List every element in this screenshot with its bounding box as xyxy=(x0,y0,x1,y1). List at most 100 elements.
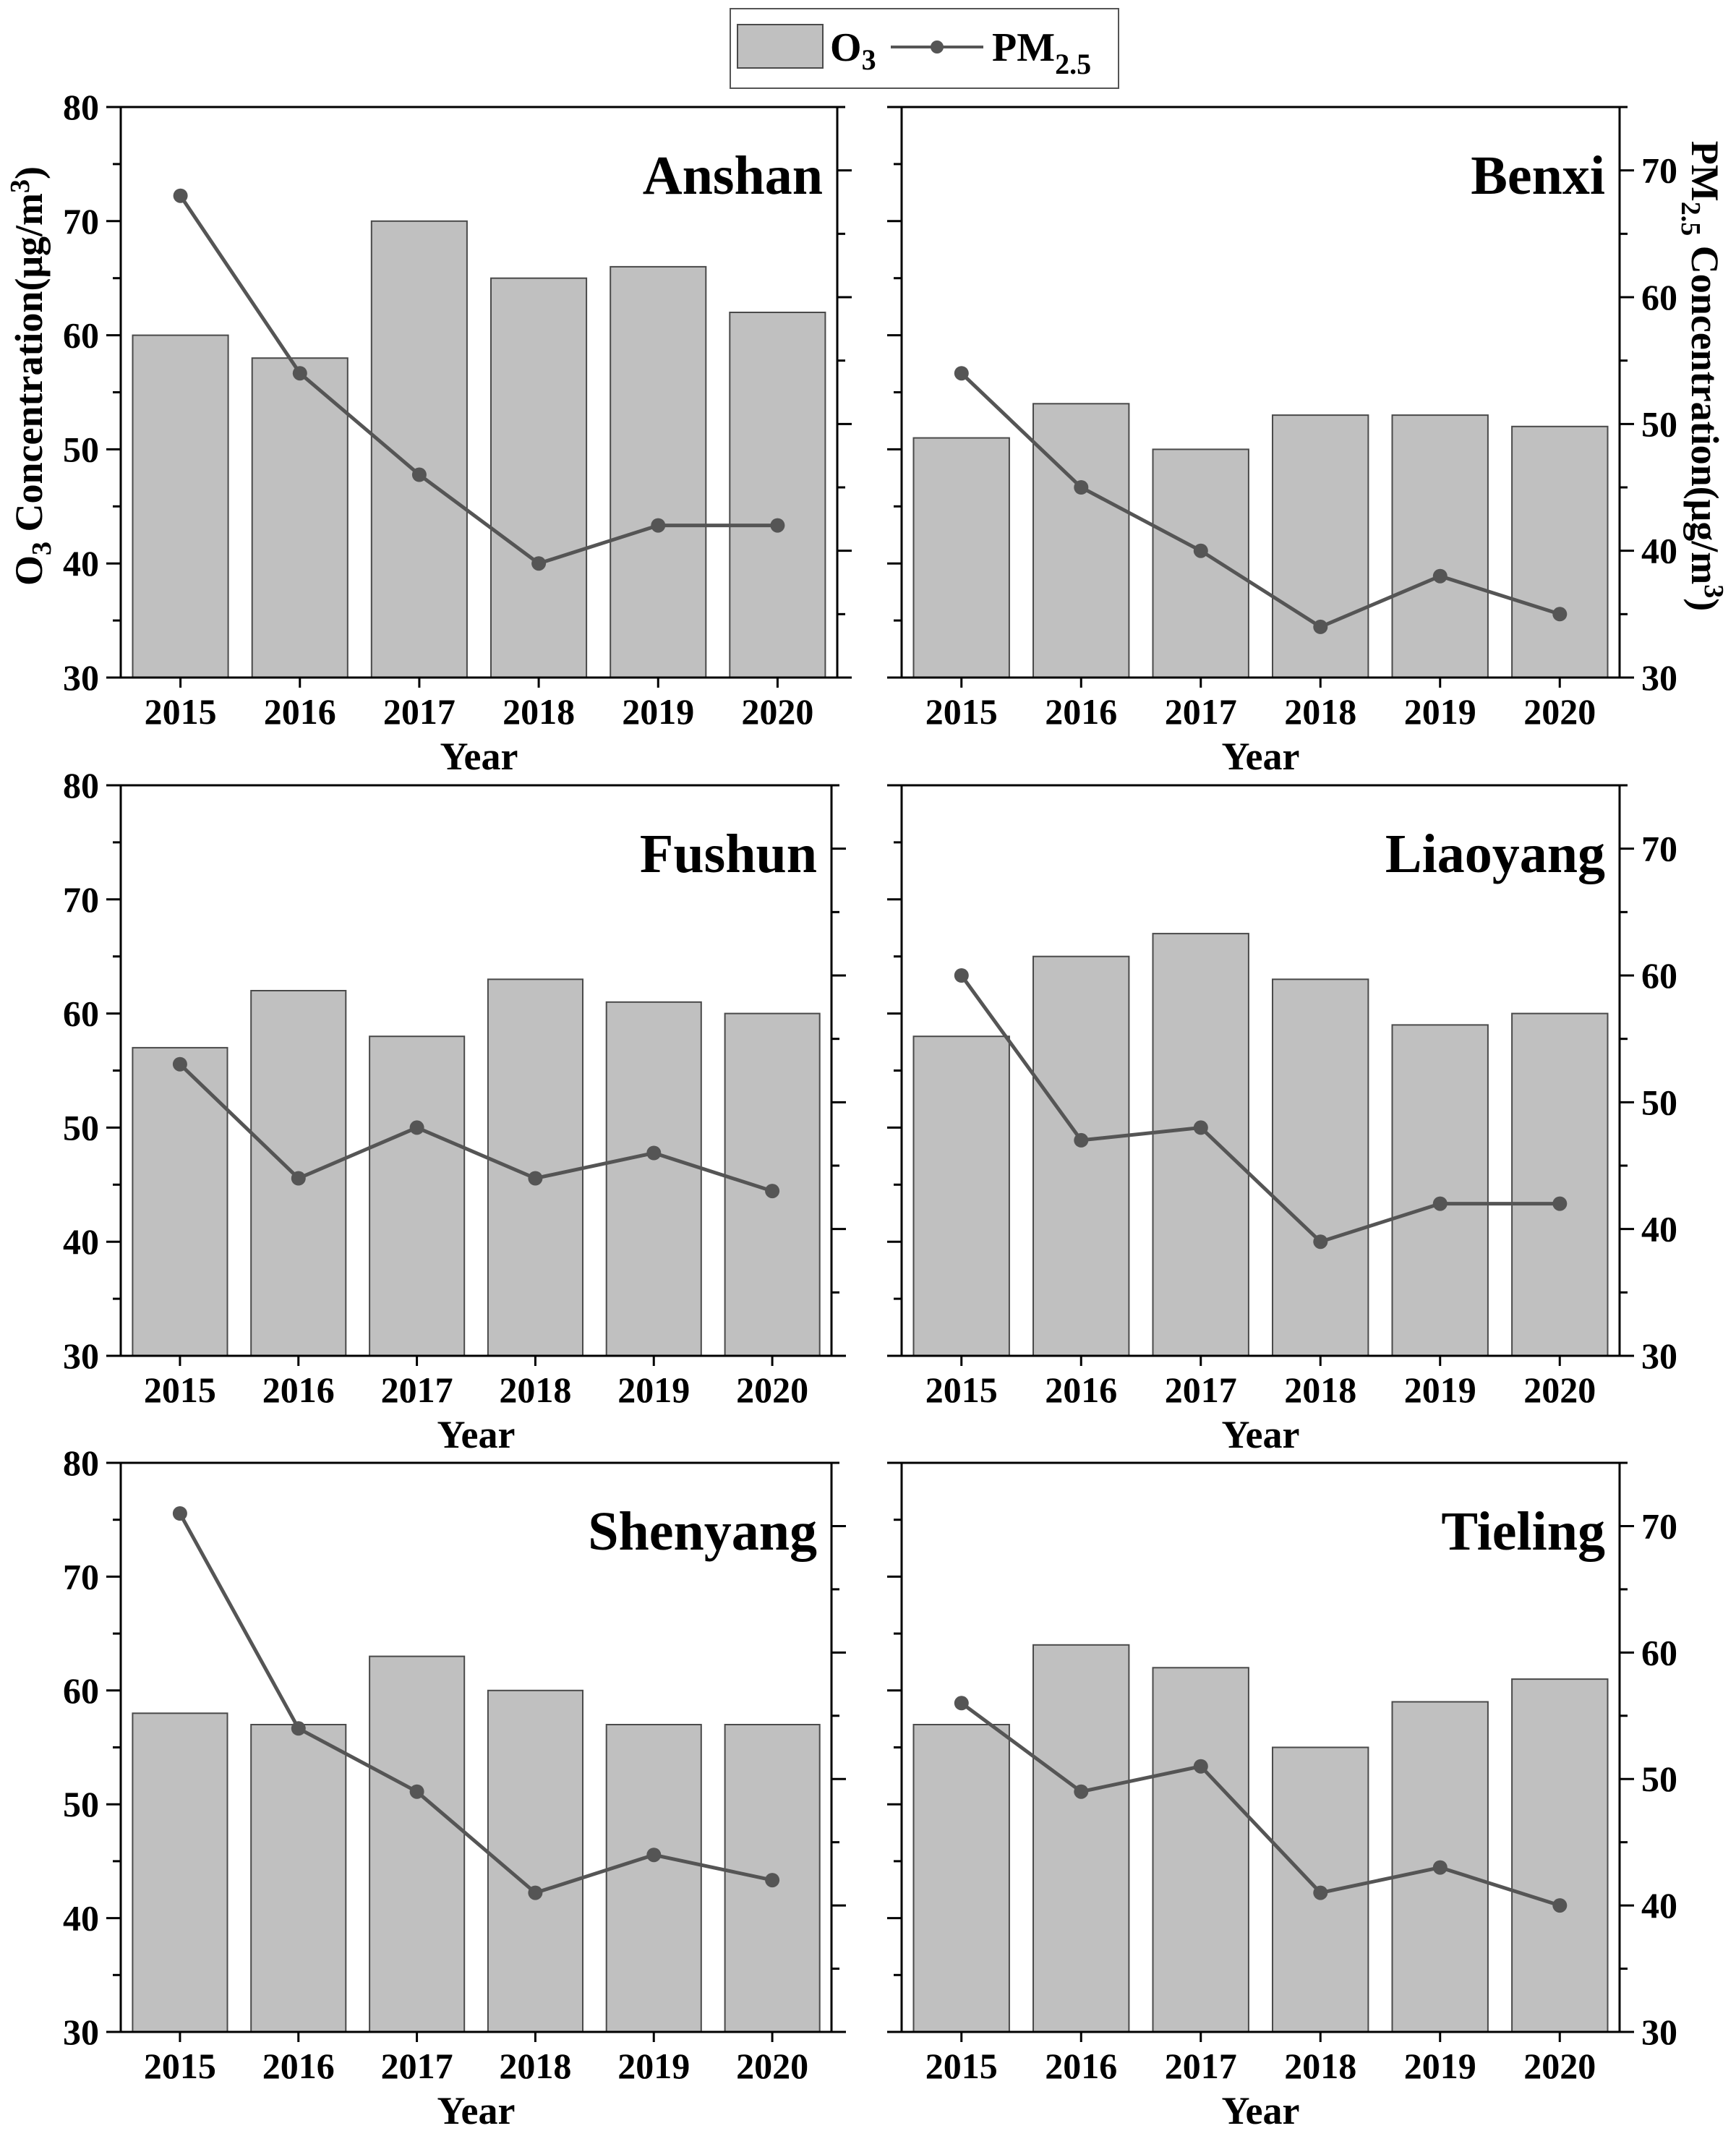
pm25-point-2020 xyxy=(1552,607,1568,622)
x-axis-title: Year xyxy=(1222,2089,1300,2132)
left-axis-title-close: ) xyxy=(7,166,51,179)
legend-line-label: PM xyxy=(992,25,1055,70)
pm25-point-2019 xyxy=(646,1145,662,1161)
bar-2020 xyxy=(729,312,826,678)
left-tick-label: 60 xyxy=(63,1670,99,1711)
left-tick-label: 70 xyxy=(63,879,99,920)
pm25-point-2018 xyxy=(531,556,547,571)
right-tick-label: 30 xyxy=(1641,657,1677,698)
pm25-point-2018 xyxy=(528,1171,543,1186)
x-tick-label: 2016 xyxy=(1045,691,1117,732)
pm25-point-2016 xyxy=(1074,1132,1089,1148)
pm25-point-2020 xyxy=(765,1184,780,1199)
panel-benxi: 30 40 50 60 70 2015 2016 2017 2018 2019 2020 Year Be… xyxy=(887,106,1677,778)
x-tick-label: 2020 xyxy=(736,1370,808,1410)
right-tick-label: 40 xyxy=(1641,531,1677,571)
x-tick-label: 2018 xyxy=(499,1370,571,1410)
city-title: Anshan xyxy=(643,145,823,206)
right-tick-label: 50 xyxy=(1641,1759,1677,1799)
right-axis-title-sup: 3 xyxy=(1698,584,1729,598)
pm25-point-2017 xyxy=(1193,1759,1208,1774)
x-tick-label: 2016 xyxy=(262,2046,335,2086)
x-tick-label: 2018 xyxy=(503,691,575,732)
pm25-point-2018 xyxy=(1313,1234,1328,1250)
pm25-point-2017 xyxy=(411,467,427,482)
pm25-point-2016 xyxy=(1074,480,1089,495)
left-tick-label: 30 xyxy=(63,657,99,698)
x-tick-label: 2020 xyxy=(736,2046,808,2086)
bar-2019 xyxy=(605,1001,702,1357)
x-tick-label: 2016 xyxy=(262,1370,335,1410)
x-tick-label: 2020 xyxy=(1523,691,1596,732)
x-tick-label: 2017 xyxy=(1165,691,1237,732)
right-axis-title-main: PM xyxy=(1683,141,1727,202)
bar-2017 xyxy=(1152,448,1249,679)
city-title: Benxi xyxy=(1471,145,1605,206)
bar-2015 xyxy=(912,437,1010,678)
bar-2018 xyxy=(1272,414,1369,678)
bar-2018 xyxy=(487,1689,584,2033)
left-tick-label: 40 xyxy=(63,1898,99,1939)
pm25-point-2018 xyxy=(1313,619,1328,634)
x-tick-label: 2019 xyxy=(1404,1370,1476,1410)
pm25-line xyxy=(960,372,1561,629)
pm25-point-2015 xyxy=(172,1506,187,1521)
left-tick-label: 50 xyxy=(63,429,99,469)
bar-2015 xyxy=(912,1035,1010,1357)
right-tick-label: 60 xyxy=(1641,1632,1677,1673)
pm25-point-2016 xyxy=(291,1721,306,1736)
pm25-point-2018 xyxy=(528,1885,543,1900)
x-tick-label: 2016 xyxy=(1045,1370,1117,1410)
pm25-point-2017 xyxy=(409,1784,424,1799)
pm25-point-2018 xyxy=(1313,1885,1328,1900)
pm25-point-2016 xyxy=(291,1171,306,1186)
bar-2017 xyxy=(369,1035,466,1357)
left-tick-label: 50 xyxy=(63,1784,99,1824)
pm25-point-2015 xyxy=(954,968,969,983)
right-tick-label: 70 xyxy=(1641,1506,1677,1546)
x-tick-label: 2019 xyxy=(1404,691,1476,732)
pm25-point-2020 xyxy=(770,518,785,533)
pm25-point-2015 xyxy=(172,1056,187,1072)
bar-2017 xyxy=(1152,933,1249,1357)
pm25-point-2017 xyxy=(1193,543,1208,558)
pm25-point-2019 xyxy=(1432,1860,1448,1875)
x-tick-label: 2018 xyxy=(499,2046,571,2086)
right-tick-label: 30 xyxy=(1641,1336,1677,1376)
x-tick-label: 2015 xyxy=(145,691,217,732)
right-axis-title-sub: 2.5 xyxy=(1675,202,1706,236)
pm25-line xyxy=(960,1701,1561,1908)
x-tick-label: 2019 xyxy=(617,1370,690,1410)
legend-line-sub: 2.5 xyxy=(1055,48,1091,80)
right-tick-label: 50 xyxy=(1641,1082,1677,1122)
bar-2020 xyxy=(1511,1012,1609,1357)
legend-line-text: PM2.5 xyxy=(992,25,1091,80)
left-tick-label: 80 xyxy=(63,1443,99,1483)
left-tick-label: 40 xyxy=(63,543,99,584)
pm25-point-2016 xyxy=(1074,1784,1089,1799)
pm25-point-2020 xyxy=(1552,1898,1568,1913)
pm25-point-2017 xyxy=(1193,1120,1208,1135)
x-axis-title: Year xyxy=(1222,735,1300,778)
x-tick-label: 2015 xyxy=(144,1370,216,1410)
pm25-point-2015 xyxy=(173,188,188,203)
right-tick-label: 50 xyxy=(1641,403,1677,444)
left-axis-title-rest: Concentration(μg/m xyxy=(7,193,51,542)
x-tick-label: 2019 xyxy=(1404,2046,1476,2086)
bar-2020 xyxy=(1511,1678,1609,2033)
pm25-point-2020 xyxy=(1552,1196,1568,1211)
x-axis-title: Year xyxy=(1222,1413,1300,1456)
city-title: Fushun xyxy=(640,824,817,884)
x-axis-title: Year xyxy=(440,735,518,778)
bar-2018 xyxy=(490,277,588,678)
bar-2015 xyxy=(132,1712,228,2033)
bar-2016 xyxy=(250,1724,347,2033)
x-tick-label: 2015 xyxy=(925,2046,998,2086)
pm25-point-2019 xyxy=(651,518,666,533)
left-tick-label: 70 xyxy=(63,201,99,242)
bar-2015 xyxy=(132,1046,228,1357)
bar-2018 xyxy=(487,978,584,1357)
bar-2020 xyxy=(1511,425,1609,678)
x-tick-label: 2018 xyxy=(1284,691,1356,732)
